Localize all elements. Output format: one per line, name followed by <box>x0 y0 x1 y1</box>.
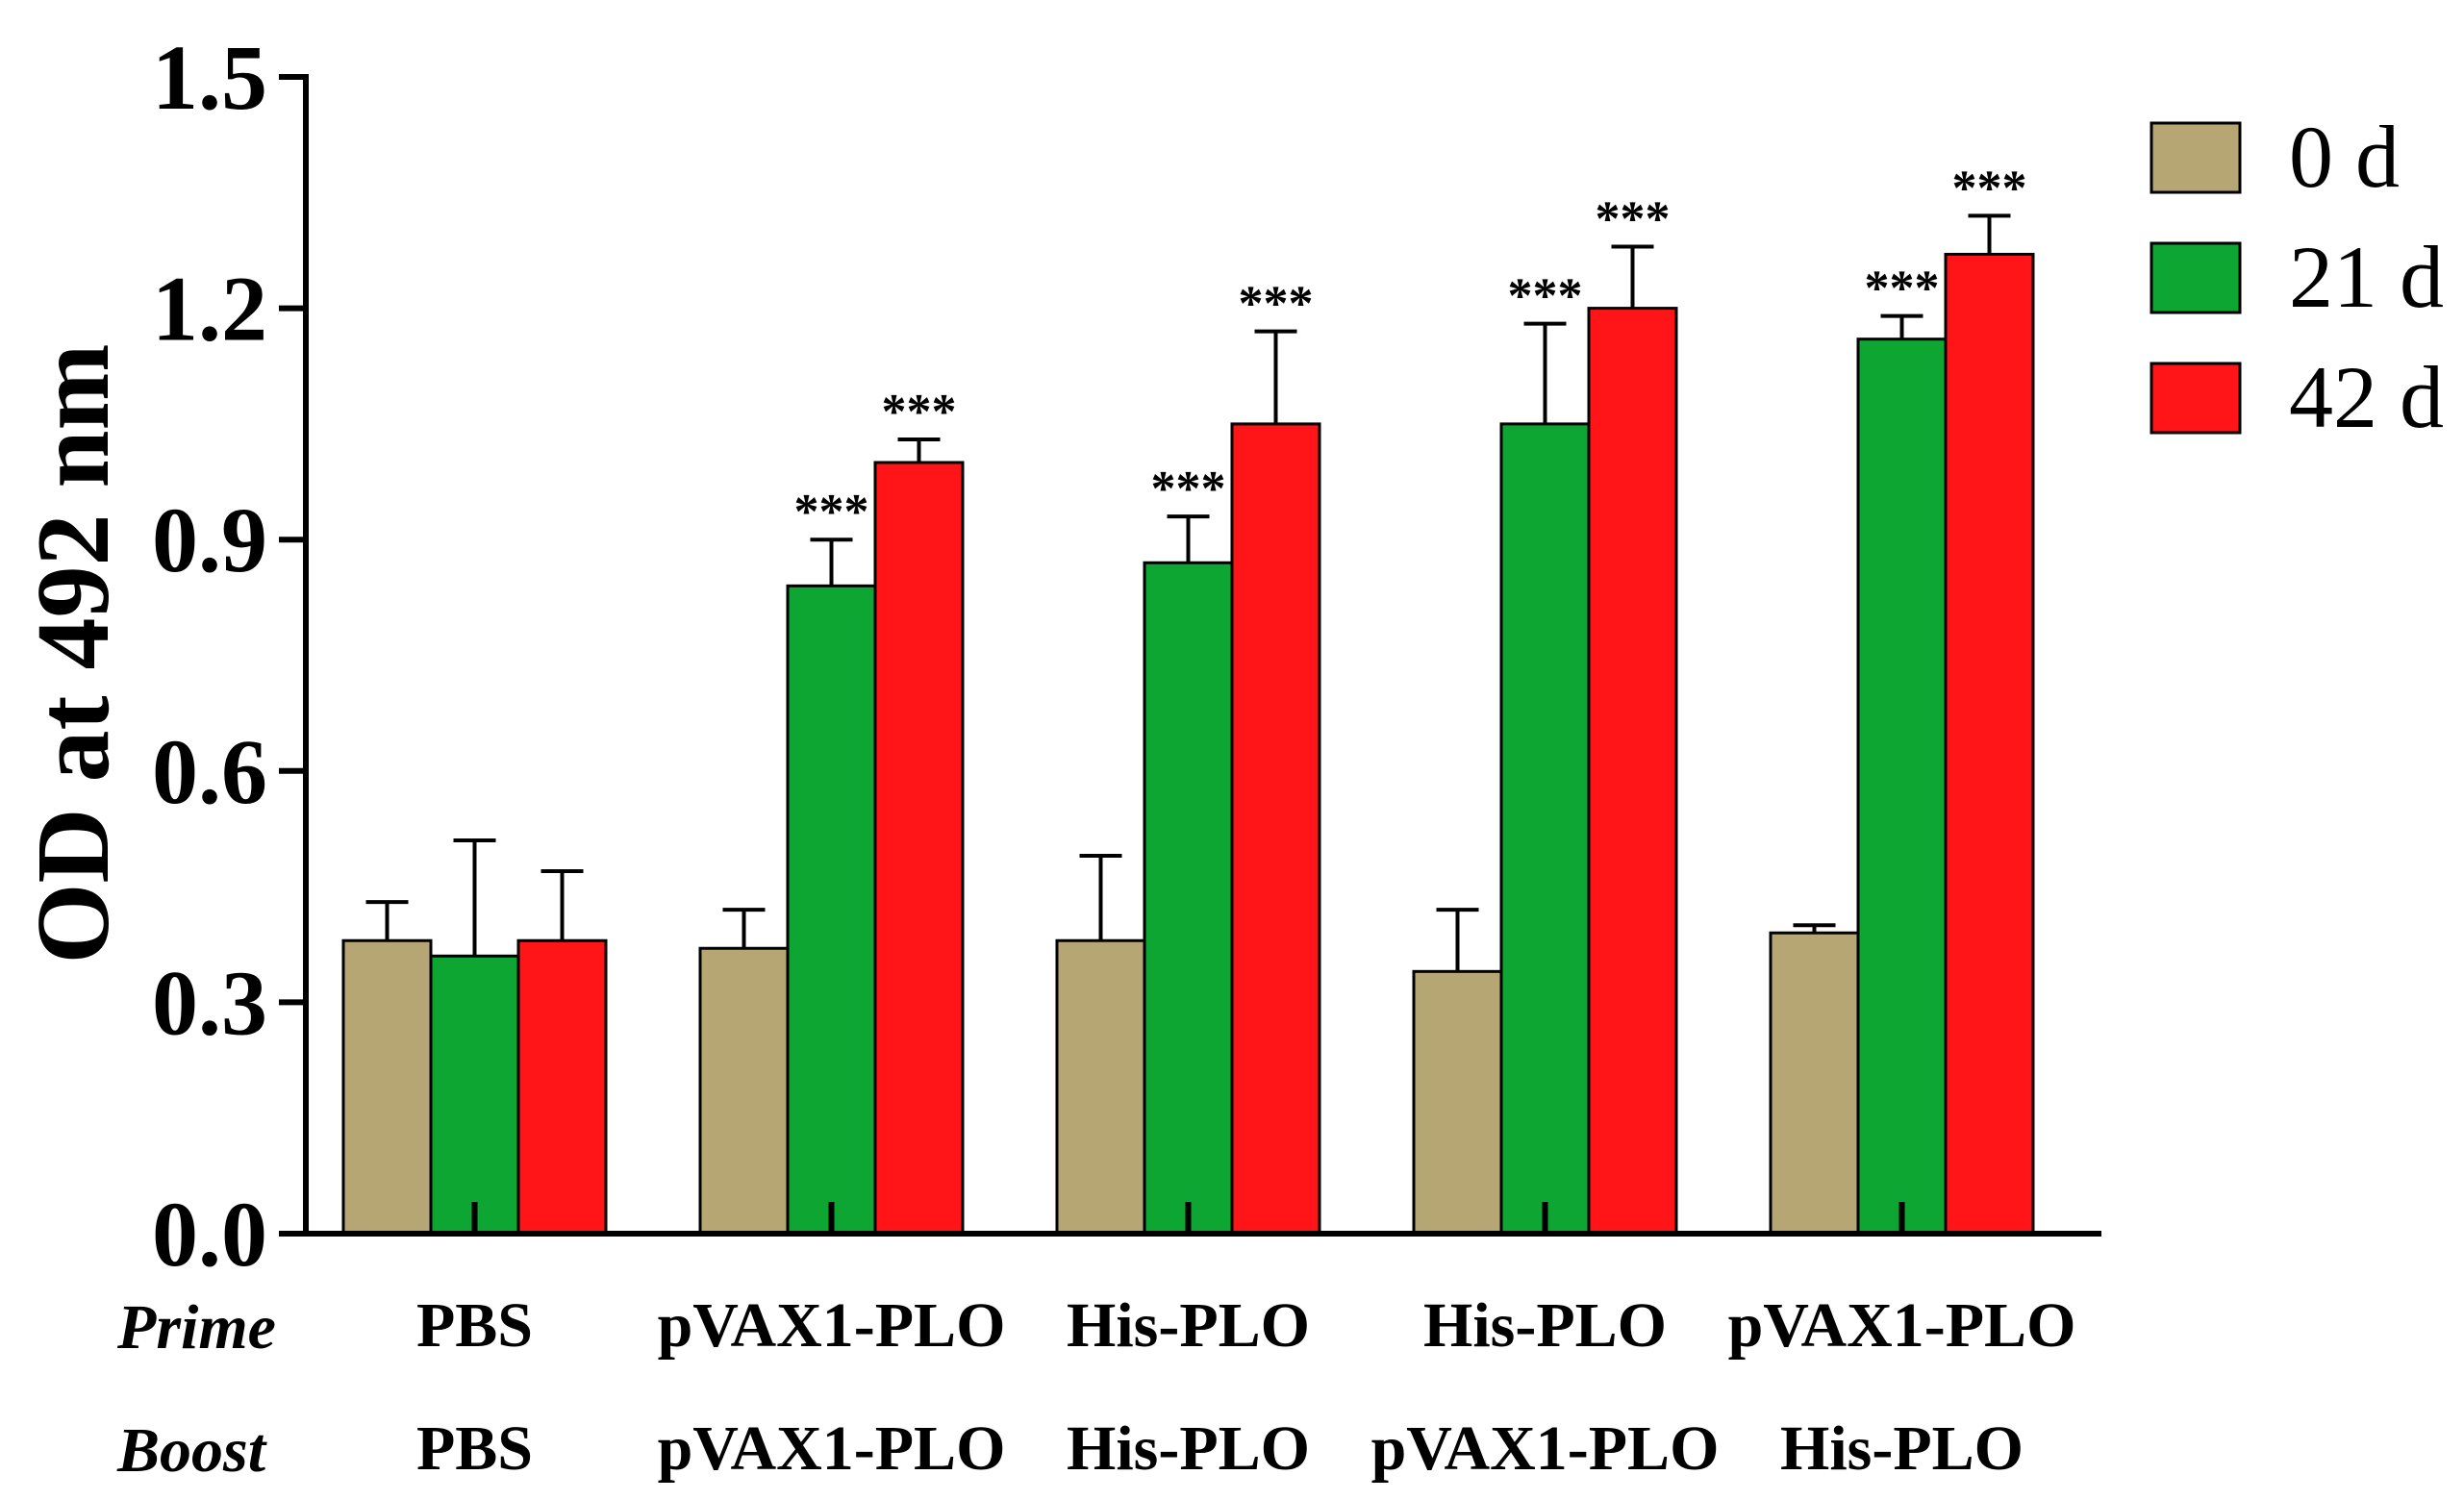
boost-label: PBS <box>416 1413 533 1484</box>
bar <box>1499 422 1591 1236</box>
bar <box>1055 938 1146 1236</box>
y-tick-label: 1.2 <box>152 258 267 361</box>
bar <box>1856 338 1948 1236</box>
prime-label: His-PLO <box>1067 1290 1310 1361</box>
y-tick-label: 0.0 <box>152 1183 267 1286</box>
y-tick-label: 0.6 <box>152 720 267 823</box>
bar <box>1412 969 1503 1236</box>
bar <box>786 584 877 1236</box>
bar <box>1587 307 1678 1236</box>
legend-label: 21 d <box>2289 228 2444 326</box>
bar <box>698 946 790 1236</box>
y-axis-label: OD at 492 nm <box>16 344 131 964</box>
axes-layer <box>279 74 2101 1237</box>
boost-label: His-PLO <box>1067 1413 1310 1484</box>
prime-label: pVAX1-PLO <box>658 1290 1006 1361</box>
labels-layer: OD at 492 nm Prime Boost 0.0 0.3 0.6 0.9 1.2… <box>16 26 2075 1486</box>
bar <box>1230 422 1321 1236</box>
prime-label: PBS <box>416 1290 533 1361</box>
boost-label: His-PLO <box>1780 1413 2024 1484</box>
significance-label: *** <box>1865 262 1940 316</box>
prime-label: His-PLO <box>1423 1290 1667 1361</box>
significance-label: *** <box>1952 161 2027 215</box>
legend-label: 0 d <box>2289 108 2400 206</box>
legend-swatch <box>2150 241 2242 314</box>
boost-row-label: Boost <box>116 1415 267 1486</box>
y-tick-label: 0.3 <box>152 951 267 1054</box>
legend-swatch <box>2150 362 2242 435</box>
bar <box>429 954 520 1236</box>
significance-label: *** <box>1596 191 1671 246</box>
bar <box>341 938 433 1236</box>
prime-row-label: Prime <box>116 1292 276 1362</box>
boost-label: pVAX1-PLO <box>1371 1413 1720 1484</box>
boost-label: pVAX1-PLO <box>658 1413 1006 1484</box>
significance-label: *** <box>1239 277 1314 332</box>
significance-label: *** <box>882 385 957 439</box>
legend-label: 42 d <box>2289 348 2444 446</box>
prime-label: pVAX1-PLO <box>1728 1290 2076 1361</box>
bar <box>1944 252 2035 1236</box>
bar <box>873 461 965 1236</box>
significance-label: *** <box>1151 462 1226 516</box>
bar <box>1769 931 1860 1236</box>
y-tick-label: 0.9 <box>152 488 267 591</box>
bar <box>516 938 608 1236</box>
legend: 0 d 21 d 42 d <box>2150 108 2444 446</box>
y-tick-label: 1.5 <box>152 26 267 129</box>
bars-layer <box>341 213 2035 1236</box>
legend-swatch <box>2150 121 2242 194</box>
significance-label: *** <box>1508 269 1583 324</box>
significance-label: *** <box>794 485 869 539</box>
bar <box>1143 561 1234 1236</box>
